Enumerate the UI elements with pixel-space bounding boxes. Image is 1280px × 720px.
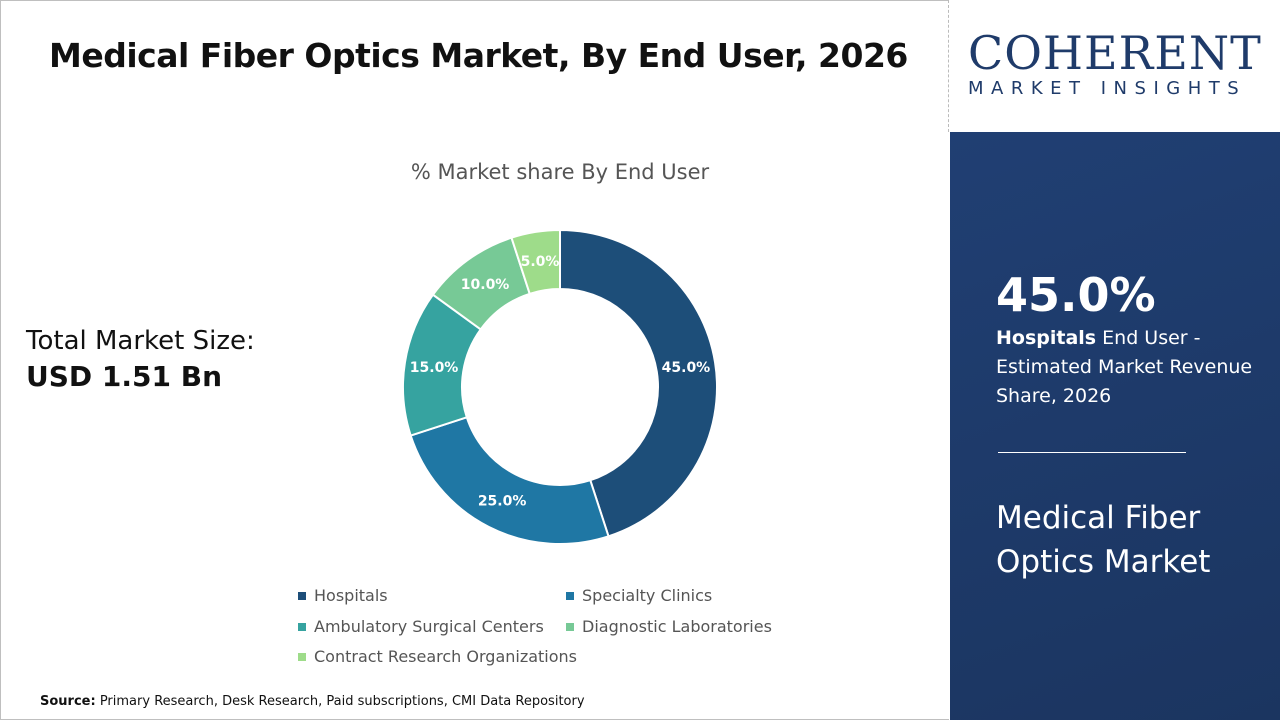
legend-item: Diagnostic Laboratories bbox=[566, 617, 772, 636]
panel-divider bbox=[998, 452, 1186, 453]
legend-item: Ambulatory Surgical Centers bbox=[298, 617, 544, 636]
legend-label: Diagnostic Laboratories bbox=[582, 617, 772, 636]
highlight-desc-text: End User - Estimated Market Revenue Shar… bbox=[996, 327, 1253, 407]
page-title: Medical Fiber Optics Market, By End User… bbox=[49, 36, 908, 75]
legend-label: Specialty Clinics bbox=[582, 586, 713, 605]
source-label: Source: bbox=[40, 694, 96, 709]
data-label: 5.0% bbox=[521, 254, 560, 270]
legend-swatch bbox=[298, 652, 306, 661]
total-value: USD 1.51 Bn bbox=[26, 360, 222, 393]
logo-tagline: MARKET INSIGHTS bbox=[968, 78, 1247, 99]
data-label: 25.0% bbox=[478, 494, 527, 510]
total-market-size: Total Market Size: USD 1.51 Bn bbox=[26, 326, 255, 393]
highlight-panel: 45.0% Hospitals End User - Estimated Mar… bbox=[950, 132, 1280, 720]
legend-swatch bbox=[298, 591, 306, 600]
slice-specialty-clinics bbox=[409, 416, 610, 545]
slice-contract-research-organizations bbox=[510, 228, 561, 296]
highlight-description: Hospitals End User - Estimated Market Re… bbox=[996, 324, 1256, 411]
highlight-segment: Hospitals bbox=[996, 327, 1097, 349]
data-label: 10.0% bbox=[461, 277, 510, 293]
total-label: Total Market Size: bbox=[26, 326, 255, 356]
legend-swatch bbox=[298, 622, 306, 631]
legend-swatch bbox=[566, 622, 574, 631]
source-text: Primary Research, Desk Research, Paid su… bbox=[95, 694, 585, 709]
divider bbox=[948, 0, 949, 132]
legend-label: Ambulatory Surgical Centers bbox=[314, 617, 544, 636]
data-label: 45.0% bbox=[662, 360, 711, 376]
legend-label: Contract Research Organizations bbox=[314, 647, 578, 666]
legend-swatch bbox=[566, 591, 574, 600]
legend-item: Contract Research Organizations bbox=[298, 647, 577, 666]
data-label: 15.0% bbox=[410, 360, 459, 376]
legend-item: Specialty Clinics bbox=[566, 586, 712, 605]
logo-name: COHERENT bbox=[968, 26, 1262, 80]
slice-hospitals bbox=[559, 228, 718, 538]
legend-item: Hospitals bbox=[298, 586, 388, 605]
logo: COHERENT MARKET INSIGHTS bbox=[968, 30, 1264, 99]
legend-label: Hospitals bbox=[314, 586, 388, 605]
highlight-percent: 45.0% bbox=[996, 268, 1156, 322]
chart-title: % Market share By End User bbox=[410, 160, 710, 184]
source-note: Source: Primary Research, Desk Research,… bbox=[40, 694, 585, 709]
market-name: Medical Fiber Optics Market bbox=[996, 500, 1211, 580]
